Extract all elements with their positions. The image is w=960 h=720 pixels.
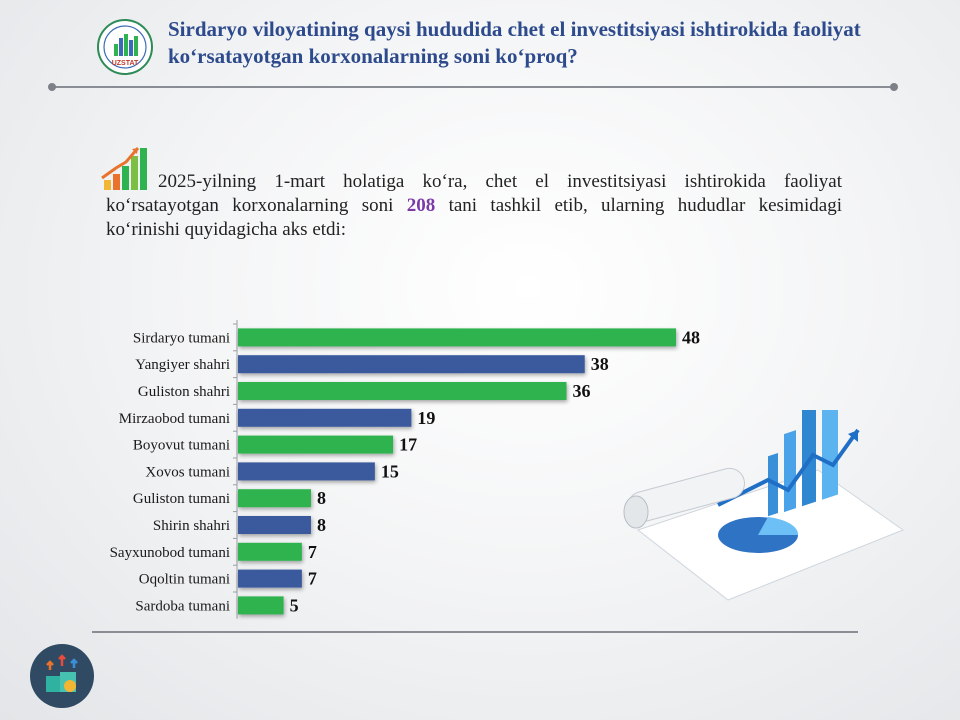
data-label: 36 bbox=[573, 381, 591, 401]
intro-text-after: tani tashkil etib, ularning hududlar kes… bbox=[106, 195, 842, 240]
data-label: 5 bbox=[290, 595, 299, 615]
total-count-highlight: 208 bbox=[406, 195, 436, 216]
data-label: 8 bbox=[317, 515, 326, 535]
category-label: Shirin shahri bbox=[153, 518, 230, 534]
bar bbox=[238, 596, 284, 615]
bar bbox=[238, 542, 302, 561]
header-divider bbox=[48, 83, 898, 91]
category-label: Guliston tumani bbox=[133, 491, 230, 507]
intro-text-before: 2025-yilning 1-mart holatiga ko‘ra, chet… bbox=[106, 171, 842, 216]
chart-divider bbox=[92, 631, 858, 633]
data-label: 17 bbox=[399, 435, 417, 455]
page-title: Sirdaryo viloyatining qaysi hududida che… bbox=[168, 17, 861, 68]
category-label: Sayxunobod tumani bbox=[110, 545, 230, 561]
data-label: 7 bbox=[308, 569, 317, 589]
data-label: 7 bbox=[308, 542, 317, 562]
category-label: Sirdaryo tumani bbox=[133, 330, 230, 346]
category-label: Guliston shahri bbox=[138, 384, 230, 400]
bar bbox=[238, 382, 567, 400]
bar bbox=[238, 569, 302, 588]
bar bbox=[238, 408, 412, 427]
bar bbox=[238, 435, 394, 454]
svg-text:UZSTAT: UZSTAT bbox=[112, 60, 139, 67]
data-label: 15 bbox=[381, 461, 399, 481]
statistics-badge-icon bbox=[30, 644, 94, 708]
data-label: 19 bbox=[417, 408, 435, 428]
intro-paragraph: 2025-yilning 1-mart holatiga ko‘ra, chet… bbox=[106, 170, 842, 242]
data-label: 48 bbox=[682, 327, 700, 347]
category-label: Mirzaobod tumani bbox=[119, 411, 230, 427]
category-label: Oqoltin tumani bbox=[139, 572, 230, 588]
growth-chart-icon bbox=[101, 147, 147, 190]
category-label: Sardoba tumani bbox=[135, 598, 230, 614]
bar bbox=[238, 462, 375, 481]
bar bbox=[238, 328, 676, 347]
bar bbox=[238, 516, 311, 534]
bar-chart: Sirdaryo tumani 48 Yangiyer shahri 38 Gulist… bbox=[110, 320, 700, 619]
bar bbox=[238, 489, 311, 508]
uzstat-logo: UZSTAT bbox=[97, 19, 153, 75]
category-label: Xovos tumani bbox=[145, 464, 230, 480]
data-label: 38 bbox=[591, 354, 609, 374]
chart-growth-illustration bbox=[623, 410, 905, 601]
bar bbox=[238, 355, 585, 374]
data-label: 8 bbox=[317, 488, 326, 508]
category-label: Boyovut tumani bbox=[133, 438, 230, 454]
category-label: Yangiyer shahri bbox=[135, 357, 230, 373]
